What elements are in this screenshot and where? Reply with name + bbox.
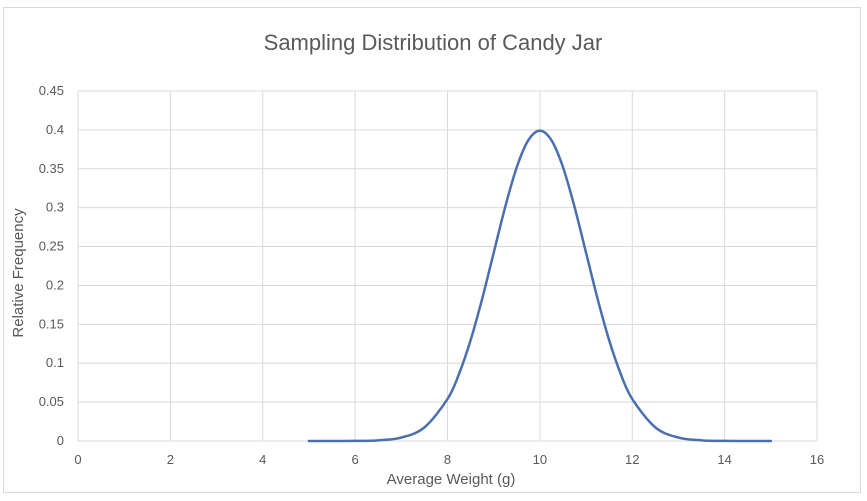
tick-labels: 0 0.05 0.1 0.15 0.2 0.25 0.3 0.35 0.4 0.45 0 2 4 6 8 10…: [39, 83, 825, 467]
y-axis-label: Relative Frequency: [10, 208, 27, 338]
x-tick-label: 2: [167, 452, 174, 467]
y-tick-label: 0.25: [39, 239, 64, 254]
x-tick-label: 16: [810, 452, 824, 467]
x-tick-label: 12: [625, 452, 639, 467]
y-tick-label: 0.2: [46, 277, 64, 292]
y-tick-label: 0.1: [46, 355, 64, 370]
y-tick-label: 0.4: [46, 122, 64, 137]
plot-area: [307, 129, 773, 443]
x-tick-label: 10: [533, 452, 547, 467]
y-tick-label: 0.35: [39, 161, 64, 176]
x-tick-label: 14: [717, 452, 731, 467]
x-tick-label: 0: [74, 452, 81, 467]
y-tick-label: 0.45: [39, 83, 64, 98]
y-tick-label: 0.3: [46, 200, 64, 215]
x-axis-label: Average Weight (g): [387, 471, 516, 488]
x-tick-label: 4: [259, 452, 266, 467]
y-tick-label: 0: [57, 433, 64, 448]
y-tick-label: 0.15: [39, 316, 64, 331]
gridlines: [77, 90, 818, 442]
x-tick-label: 6: [352, 452, 359, 467]
series-line: [307, 129, 773, 443]
x-tick-label: 8: [444, 452, 451, 467]
y-tick-label: 0.05: [39, 394, 64, 409]
chart-frame: Sampling Distribution of Candy Jar 0 0.05…: [3, 7, 861, 493]
chart-title: Sampling Distribution of Candy Jar: [264, 30, 603, 55]
chart-svg: Sampling Distribution of Candy Jar 0 0.05…: [10, 30, 825, 488]
